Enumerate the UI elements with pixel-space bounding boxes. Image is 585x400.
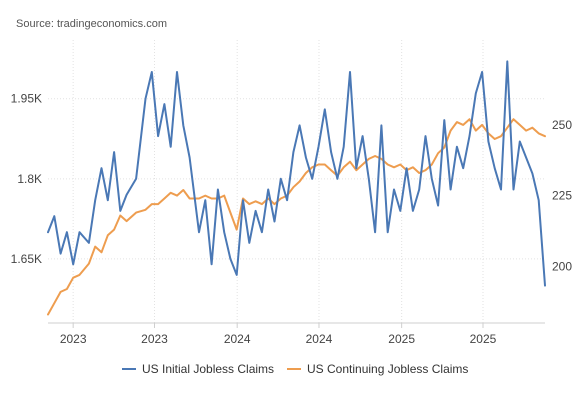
x-tick-label: 2023 (60, 332, 87, 346)
y-left-tick-label: 1.65K (11, 252, 42, 266)
y-right-tick-label: 225 (552, 189, 572, 203)
x-tick-label: 2025 (470, 332, 497, 346)
series-lines (47, 60, 546, 316)
source-label: Source: tradingeconomics.com (16, 18, 167, 30)
y-right-tick-label: 250 (552, 118, 572, 132)
grid (48, 40, 545, 324)
legend-label: US Continuing Jobless Claims (307, 362, 468, 376)
series-line (47, 118, 546, 316)
x-tick-label: 2024 (224, 332, 251, 346)
x-tick-label: 2024 (306, 332, 333, 346)
series-line (47, 60, 546, 287)
y-right-tick-label: 200 (552, 259, 572, 273)
legend-label: US Initial Jobless Claims (142, 362, 274, 376)
y-axis-right: 200 225 250 (552, 118, 572, 274)
x-tick-label: 2025 (388, 332, 415, 346)
legend: US Initial Jobless Claims US Continuing J… (122, 362, 468, 376)
y-axis-left: 1.65K 1.8K 1.95K (11, 92, 42, 266)
y-left-tick-label: 1.8K (17, 172, 42, 186)
x-axis: 2023 2023 2024 2024 2025 2025 (60, 323, 497, 346)
y-left-tick-label: 1.95K (11, 92, 42, 106)
x-tick-label: 2023 (141, 332, 168, 346)
